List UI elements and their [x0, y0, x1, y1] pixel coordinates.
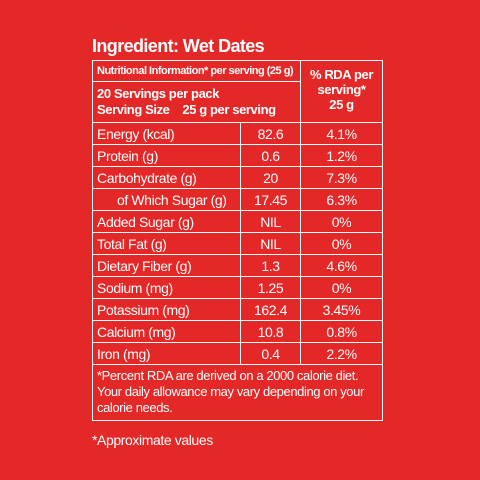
rda-header: % RDA per serving* 25 g: [300, 60, 384, 123]
nutrient-value: 0.4: [239, 342, 302, 365]
serving-row: 20 Servings per pack Serving Size 25 g p…: [91, 81, 383, 123]
nutrient-value: 20: [239, 166, 302, 189]
nutrient-value: 10.8: [239, 320, 302, 343]
nutrient-value: NIL: [239, 232, 302, 255]
nutrient-rda: 1.2%: [300, 144, 384, 167]
nutrient-row: Protein (g) 0.6 1.2%: [92, 144, 384, 167]
nutrient-row: Iron (mg) 0.4 2.2%: [92, 342, 384, 365]
nutrient-value: 17.45: [239, 188, 302, 211]
nutrient-row: Potassium (mg) 162.4 3.45%: [92, 298, 384, 321]
nutrient-value: 0.6: [239, 144, 302, 167]
nutrient-name: Potassium (mg): [92, 298, 241, 321]
nutrient-row: Calcium (mg) 10.8 0.8%: [92, 320, 384, 343]
nutrient-rda: 6.3%: [300, 188, 384, 211]
nutrient-rda: 4.1%: [300, 122, 384, 145]
nutrient-row: Dietary Fiber (g) 1.3 4.6%: [92, 254, 384, 277]
nutrient-rda: 3.45%: [300, 298, 384, 321]
header-row: Nutritional Information* per serving (25…: [91, 60, 384, 123]
nutrient-name: Carbohydrate (g): [92, 166, 241, 189]
nutrient-rda: 0%: [300, 232, 384, 255]
nutrient-name: Dietary Fiber (g): [92, 254, 241, 277]
nutrient-value: 1.3: [239, 254, 302, 277]
serving-size-value: 25 g per serving: [182, 102, 276, 117]
table-body: Nutritional Information* per serving (25…: [91, 60, 384, 421]
nutrient-row: Energy (kcal) 82.6 4.1%: [92, 122, 384, 145]
info-cell: Nutritional Information* per serving (25…: [91, 60, 302, 82]
serving-size-label: Serving Size: [97, 102, 170, 117]
nutrient-value: NIL: [239, 210, 302, 233]
nutrient-row: of Which Sugar (g) 17.45 6.3%: [92, 188, 384, 211]
nutrient-rda: 0%: [300, 210, 384, 233]
nutrient-rda: 0.8%: [300, 320, 384, 343]
nutrient-name: Added Sugar (g): [92, 210, 241, 233]
serving-size: Serving Size 25 g per serving: [97, 102, 296, 118]
nutrient-name: Calcium (mg): [92, 320, 241, 343]
nutrient-name: Total Fat (g): [92, 232, 241, 255]
nutrient-value: 162.4: [239, 298, 302, 321]
nutrient-name: Sodium (mg): [92, 276, 241, 299]
rda-text: 25 g: [329, 97, 354, 112]
nutrient-row: Total Fat (g) NIL 0%: [92, 232, 384, 255]
nutrient-name: Energy (kcal): [92, 122, 241, 145]
rda-text: serving*: [317, 82, 366, 97]
footnote: *Percent RDA are derived on a 2000 calor…: [91, 364, 384, 421]
nutrient-row: Added Sugar (g) NIL 0%: [92, 210, 384, 233]
nutrient-name: of Which Sugar (g): [92, 188, 241, 211]
note: *Approximate values: [92, 432, 213, 448]
serving-cell: 20 Servings per pack Serving Size 25 g p…: [91, 81, 302, 123]
nutrient-rda: 4.6%: [300, 254, 384, 277]
rda-text: % RDA per: [309, 67, 374, 82]
nutrient-value: 82.6: [239, 122, 302, 145]
nutrient-value: 1.25: [239, 276, 302, 299]
nutrient-row: Sodium (mg) 1.25 0%: [92, 276, 384, 299]
nutrient-rda: 2.2%: [300, 342, 384, 365]
title: Ingredient: Wet Dates: [92, 36, 265, 56]
nutrient-name: Iron (mg): [92, 342, 241, 365]
servings: 20 Servings per pack: [97, 86, 220, 101]
nutrient-rda: 7.3%: [300, 166, 384, 189]
nutrition-table: Nutritional Information* per serving (25…: [91, 60, 384, 421]
footnote-row: *Percent RDA are derived on a 2000 calor…: [91, 364, 384, 421]
nutrient-name: Protein (g): [92, 144, 241, 167]
nutrient-row: Carbohydrate (g) 20 7.3%: [92, 166, 384, 189]
nutrient-rda: 0%: [300, 276, 384, 299]
